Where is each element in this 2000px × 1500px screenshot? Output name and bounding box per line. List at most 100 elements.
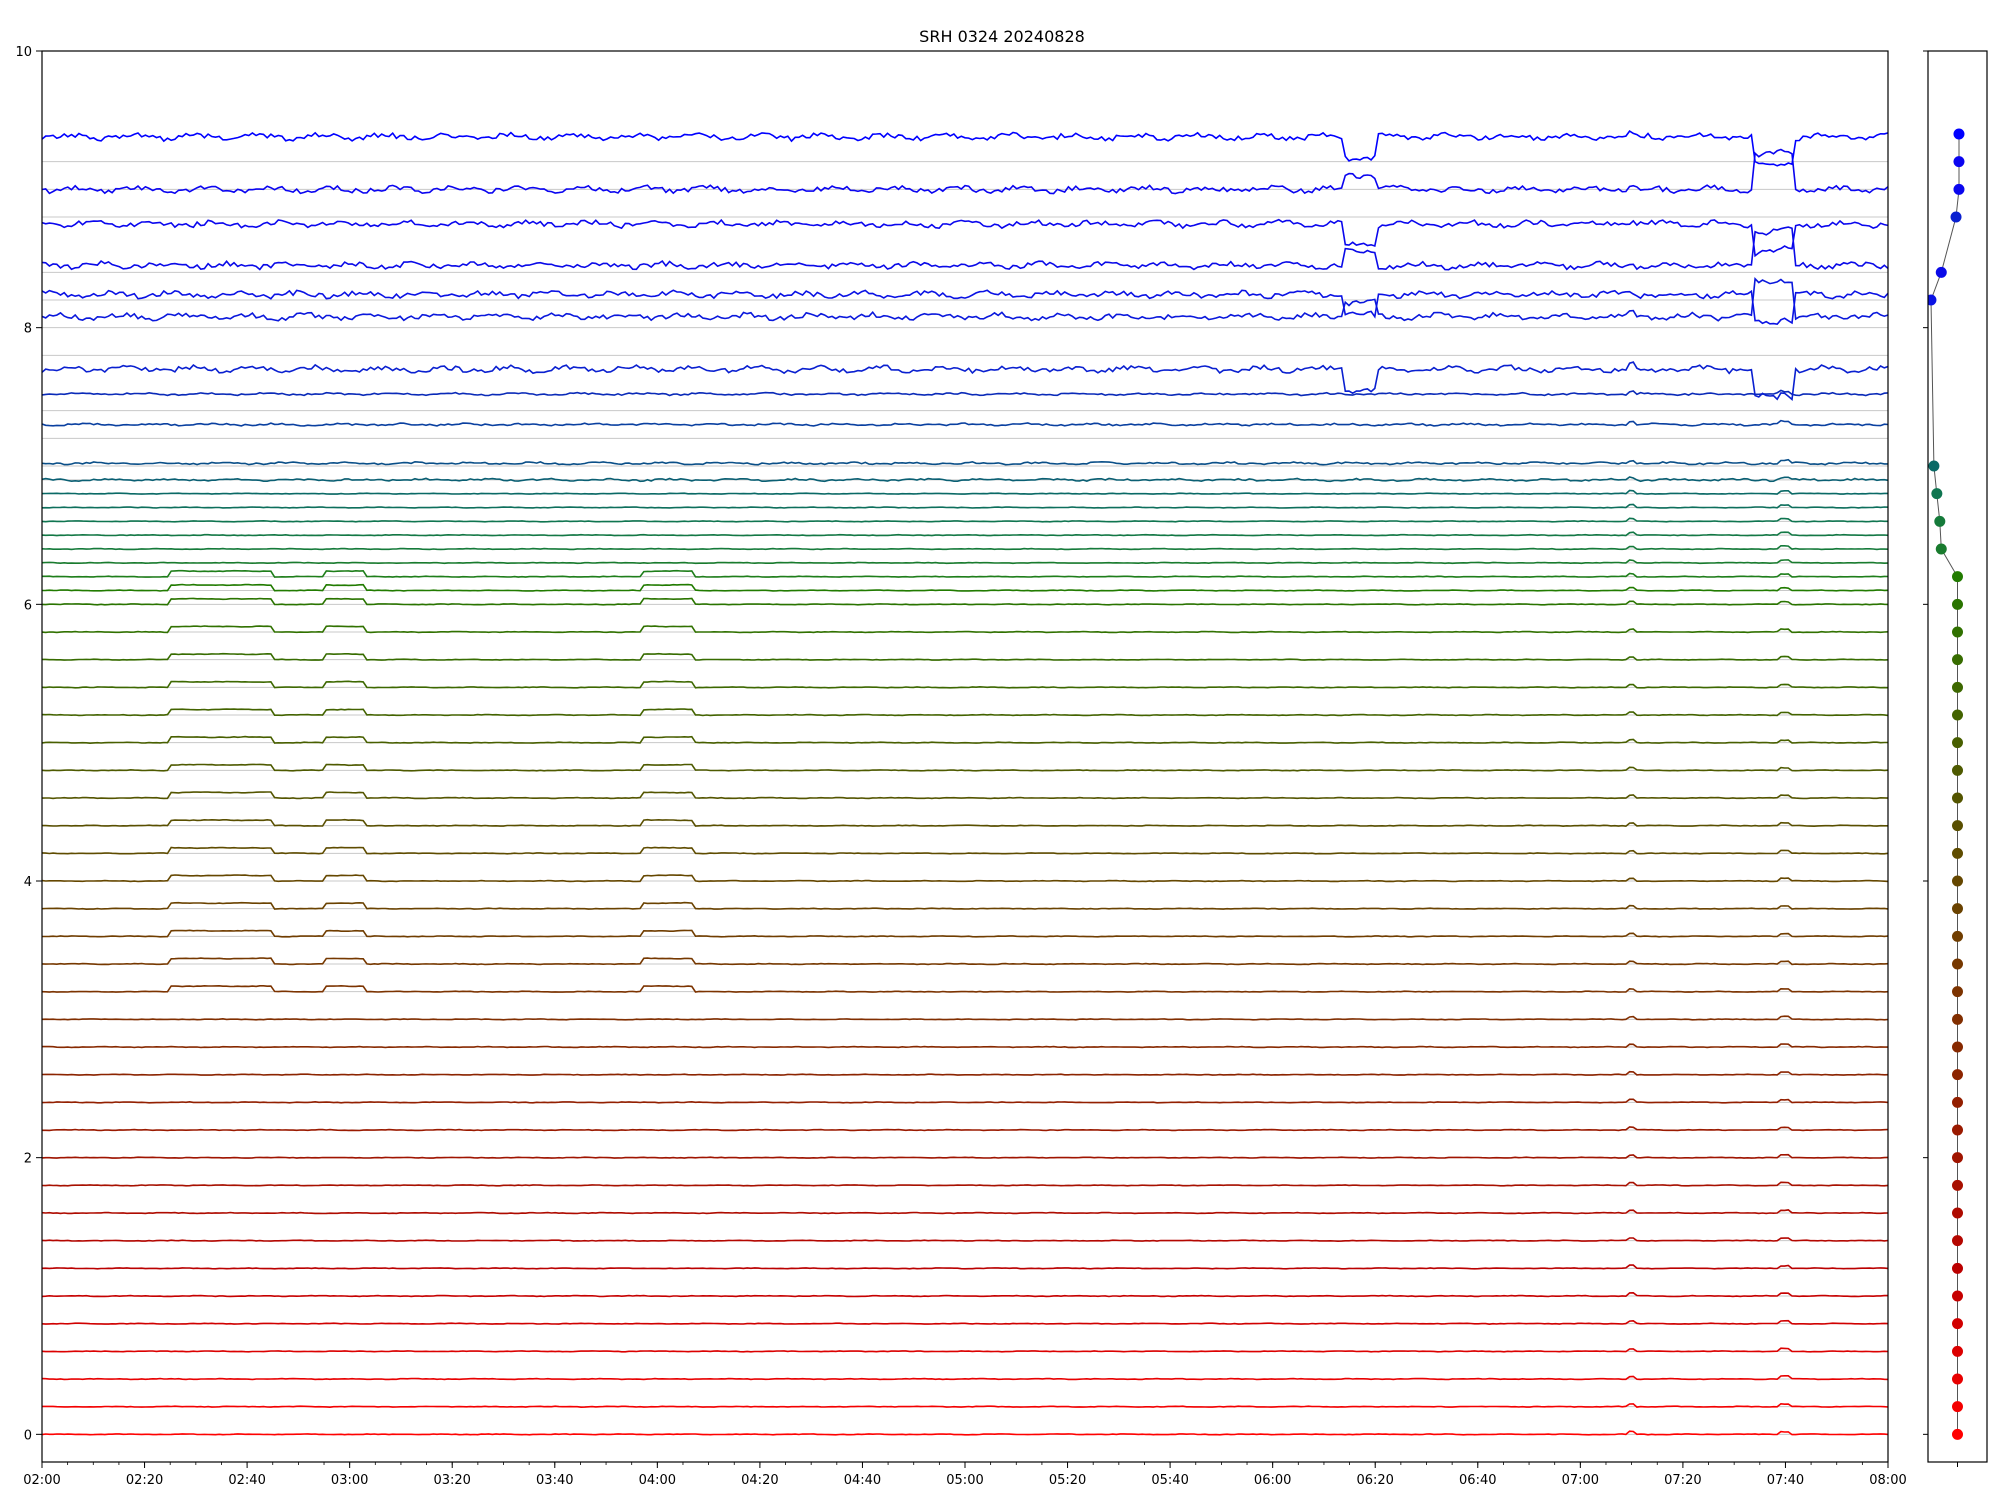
side-point xyxy=(1952,598,1963,610)
trace-line xyxy=(42,680,1888,689)
trace-line xyxy=(42,1319,1888,1326)
trace-line xyxy=(42,517,1888,523)
y-tick-label: 8 xyxy=(24,322,32,337)
side-point xyxy=(1928,294,1937,306)
trace-line xyxy=(42,625,1888,634)
side-point xyxy=(1952,847,1963,859)
trace-line xyxy=(42,1402,1888,1409)
x-tick-label: 06:00 xyxy=(1254,1473,1291,1488)
side-point xyxy=(1952,571,1963,583)
trace-line xyxy=(42,148,1888,195)
trace-line xyxy=(42,226,1888,271)
side-point xyxy=(1952,764,1963,776)
x-tick-label: 05:20 xyxy=(1049,1473,1086,1488)
trace-line xyxy=(42,1126,1888,1132)
y-tick-label: 4 xyxy=(24,875,32,890)
trace-line xyxy=(42,1291,1888,1298)
x-tick-label: 02:20 xyxy=(126,1473,163,1488)
trace-line xyxy=(42,652,1888,661)
side-point xyxy=(1952,930,1963,942)
trace-line xyxy=(42,597,1888,606)
trace-line xyxy=(42,503,1888,509)
trace-line xyxy=(42,545,1888,551)
x-tick-label: 05:40 xyxy=(1151,1473,1188,1488)
x-tick-label: 04:00 xyxy=(639,1473,676,1488)
side-point xyxy=(1952,1013,1963,1025)
side-point xyxy=(1952,792,1963,804)
y-tick-label: 6 xyxy=(24,598,32,613)
trace-line xyxy=(42,130,1888,167)
x-axis: 02:00 02:20 02:40 03:00 03:20 03:40 04:00 04:20… xyxy=(23,1462,1907,1488)
x-tick-label: 04:40 xyxy=(844,1473,881,1488)
trace-line xyxy=(42,289,1888,326)
x-tick-label: 07:00 xyxy=(1562,1473,1599,1488)
trace-line xyxy=(42,1347,1888,1353)
side-point xyxy=(1952,875,1963,887)
side-point xyxy=(1952,626,1963,638)
x-tick-label: 03:20 xyxy=(433,1473,470,1488)
side-point xyxy=(1952,1069,1963,1081)
y-tick-label: 10 xyxy=(15,45,32,60)
side-point xyxy=(1952,1428,1963,1440)
trace-line xyxy=(42,531,1888,537)
side-point xyxy=(1953,156,1965,168)
trace-line xyxy=(42,818,1888,828)
trace-line xyxy=(42,763,1888,772)
trace-line xyxy=(42,1098,1888,1104)
side-point xyxy=(1952,681,1963,693)
x-tick-label: 03:00 xyxy=(331,1473,368,1488)
side-point xyxy=(1952,654,1963,666)
trace-line xyxy=(42,1209,1888,1215)
traces xyxy=(42,130,1888,1436)
trace-line xyxy=(42,1181,1888,1187)
side-point xyxy=(1952,1096,1963,1108)
side-point xyxy=(1928,460,1940,472)
x-tick-label: 07:40 xyxy=(1767,1473,1804,1488)
x-tick-label: 08:00 xyxy=(1869,1473,1906,1488)
trace-line xyxy=(42,735,1888,745)
side-point xyxy=(1952,709,1963,721)
side-point xyxy=(1934,515,1946,527)
trace-line xyxy=(42,901,1888,911)
trace-line xyxy=(42,559,1888,565)
x-tick-label: 06:40 xyxy=(1459,1473,1496,1488)
side-point xyxy=(1952,1152,1963,1164)
chart-title: SRH 0324 20240828 xyxy=(919,27,1085,46)
trace-line xyxy=(42,1153,1888,1159)
side-point xyxy=(1952,986,1963,998)
side-ticks xyxy=(1923,50,1958,1467)
x-tick-label: 06:20 xyxy=(1356,1473,1393,1488)
side-point xyxy=(1952,1318,1963,1330)
trace-line xyxy=(42,1237,1888,1243)
y-tick-label: 2 xyxy=(24,1152,32,1167)
trace-line xyxy=(42,1264,1888,1270)
x-tick-label: 02:40 xyxy=(228,1473,265,1488)
trace-line xyxy=(42,419,1888,427)
side-point xyxy=(1952,1124,1963,1136)
x-tick-label: 04:20 xyxy=(741,1473,778,1488)
y-tick-label: 0 xyxy=(24,1428,32,1443)
side-point xyxy=(1952,1373,1963,1385)
side-point xyxy=(1952,1207,1963,1219)
side-point xyxy=(1953,128,1965,140)
side-point xyxy=(1952,1401,1963,1413)
trace-line xyxy=(42,874,1888,883)
trace-line xyxy=(42,583,1888,592)
x-tick-label: 07:20 xyxy=(1664,1473,1701,1488)
side-point xyxy=(1952,820,1963,832)
trace-line xyxy=(42,984,1888,993)
trace-line xyxy=(42,489,1888,495)
trace-line xyxy=(42,277,1888,322)
trace-line xyxy=(42,1430,1888,1436)
side-point xyxy=(1931,488,1943,500)
side-point xyxy=(1952,1179,1963,1191)
trace-line xyxy=(42,1015,1888,1021)
trace-line xyxy=(42,1043,1888,1049)
trace-line xyxy=(42,569,1888,578)
x-tick-label: 02:00 xyxy=(23,1473,60,1488)
trace-line xyxy=(42,791,1888,800)
side-point xyxy=(1952,958,1963,970)
side-point xyxy=(1953,183,1965,195)
trace-line xyxy=(42,218,1888,258)
